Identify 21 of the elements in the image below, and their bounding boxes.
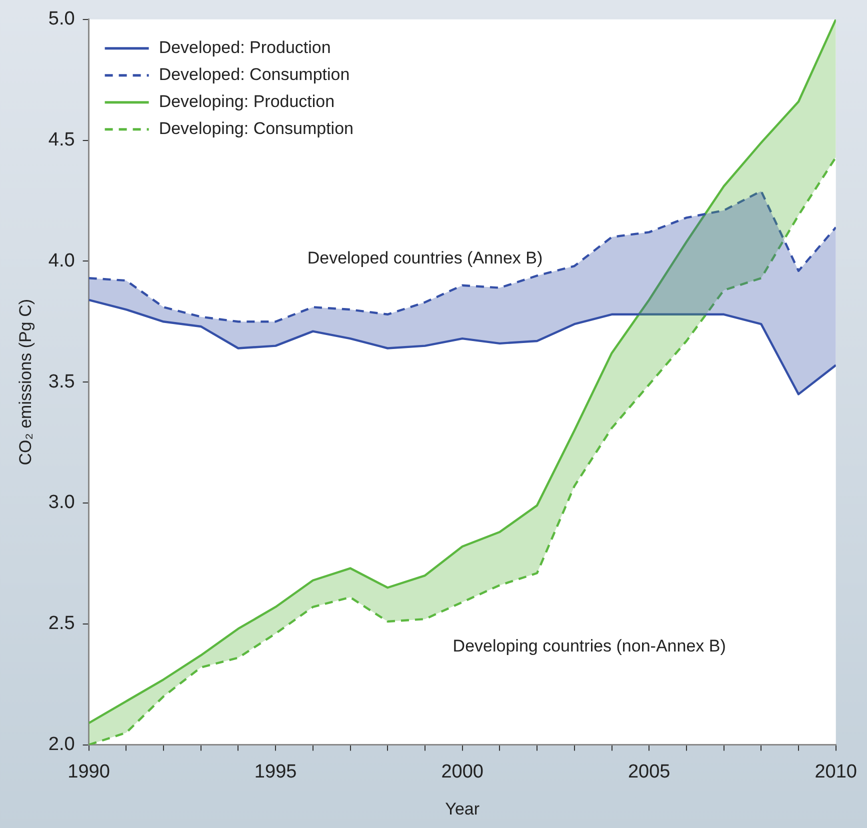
legend-label: Developed: Production (158, 38, 331, 58)
y-axis-title: CO₂ emissions (Pg C) (16, 298, 35, 466)
y-tick-label: 2.5 (48, 613, 75, 634)
y-tick-label: 4.0 (48, 250, 75, 272)
x-tick-label: 2000 (441, 761, 484, 782)
annotation: Developing countries (non-Annex B) (452, 636, 726, 656)
annotation: Developed countries (Annex B) (307, 248, 543, 268)
y-tick-label: 5.0 (48, 8, 75, 30)
x-tick-label: 2010 (814, 761, 858, 782)
y-tick-label: 4.5 (48, 130, 75, 151)
y-tick-label: 3.5 (48, 371, 75, 392)
legend-label: Developed: Consumption (158, 65, 350, 84)
x-tick-label: 1995 (254, 761, 297, 782)
line-series (88, 190, 836, 323)
y-tick-label: 2.0 (48, 734, 75, 756)
legend-label: Developing: Production (158, 92, 335, 112)
y-tick-label: 3.0 (48, 492, 75, 514)
legend-label: Developing: Consumption (158, 119, 354, 138)
x-tick-label: 1990 (68, 761, 110, 782)
x-tick-label: 2005 (628, 761, 670, 782)
x-axis-title: Year (445, 799, 480, 818)
